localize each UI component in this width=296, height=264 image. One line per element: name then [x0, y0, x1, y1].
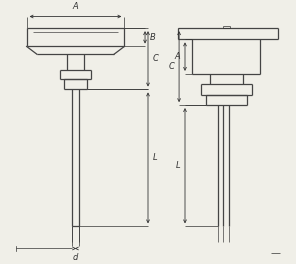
Text: C: C — [168, 62, 174, 71]
Text: L: L — [153, 153, 157, 162]
Text: B: B — [150, 33, 155, 42]
Text: A: A — [73, 2, 78, 11]
Text: L: L — [176, 161, 180, 170]
Text: A: A — [175, 52, 180, 61]
Text: d: d — [73, 253, 78, 262]
Text: C: C — [153, 54, 159, 63]
